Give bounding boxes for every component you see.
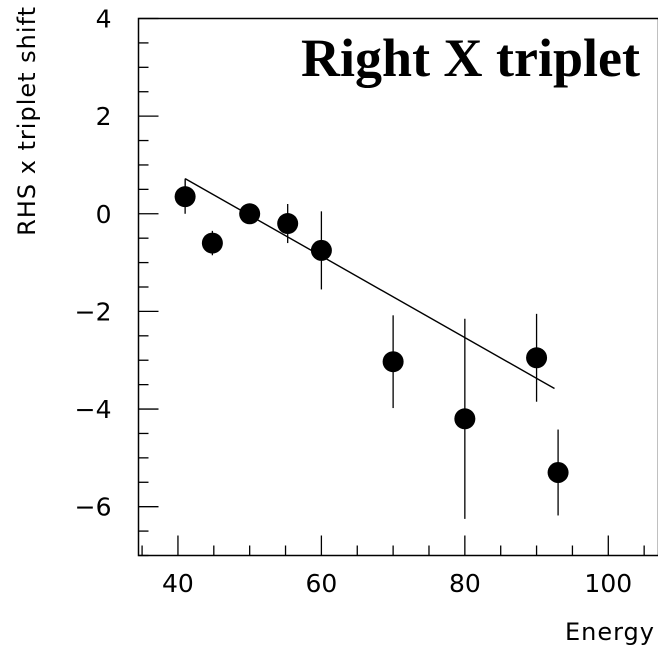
data-point xyxy=(526,347,548,369)
y-tick-label: 4 xyxy=(96,5,112,34)
data-point xyxy=(382,351,404,373)
data-point xyxy=(239,203,261,225)
data-point xyxy=(547,462,569,484)
data-point xyxy=(174,186,196,208)
x-tick-label: 100 xyxy=(584,569,632,598)
data-point xyxy=(277,213,299,235)
data-point xyxy=(310,239,332,261)
plot-frame xyxy=(137,17,658,557)
x-tick-label: 80 xyxy=(449,569,481,598)
y-tick-label: −2 xyxy=(75,297,112,326)
y-tick-label: −4 xyxy=(75,395,112,424)
y-tick-label: 2 xyxy=(96,102,112,131)
x-axis-title: Energy xyxy=(565,618,655,646)
x-tick-label: 40 xyxy=(162,569,194,598)
data-points xyxy=(174,179,569,519)
tick-labels: 4 2 0 −2 −4 −6 40 60 80 100 xyxy=(75,5,633,599)
axis-ticks xyxy=(138,17,645,557)
x-tick-label: 60 xyxy=(305,569,337,598)
y-axis-title: RHS x triplet shift xyxy=(13,6,41,236)
y-tick-label: 0 xyxy=(96,200,112,229)
y-tick-label: −6 xyxy=(75,493,112,522)
chart-title: Right X triplet xyxy=(301,28,640,88)
data-point xyxy=(201,232,223,254)
data-point xyxy=(454,408,476,430)
